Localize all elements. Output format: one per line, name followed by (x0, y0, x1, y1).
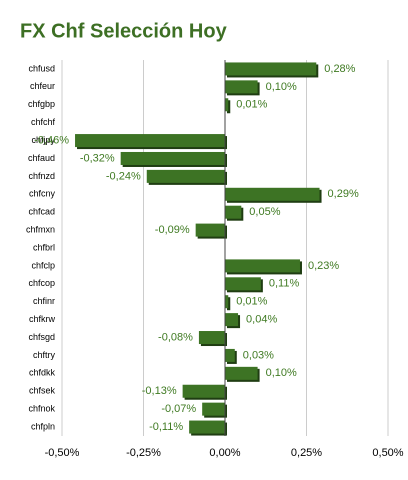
value-label: -0,46% (34, 134, 69, 146)
y-tick-label: chfdkk (29, 368, 56, 378)
y-tick-label: chfmxn (26, 224, 55, 234)
bar (146, 169, 225, 183)
bar (225, 313, 239, 327)
chart-title: FX Chf Selección Hoy (20, 20, 228, 42)
y-tick-label: chfcny (29, 189, 56, 199)
value-label: 0,11% (269, 278, 300, 290)
bar (195, 223, 225, 237)
bar (198, 331, 225, 345)
x-tick-label: -0,25% (126, 447, 161, 459)
value-label: -0,08% (158, 331, 193, 343)
value-label: 0,10% (266, 81, 297, 93)
bar (225, 80, 258, 94)
value-label: 0,04% (246, 314, 277, 326)
value-label: -0,09% (155, 224, 190, 236)
y-tick-label: chfnok (28, 404, 55, 414)
bar (225, 98, 229, 112)
bar-shadow (227, 100, 231, 114)
bar (225, 366, 258, 380)
bar (182, 384, 225, 398)
y-tick-label: chfbrl (33, 242, 55, 252)
value-label: 0,23% (308, 260, 339, 272)
y-tick-label: chfchf (31, 117, 56, 127)
x-tick-label: -0,50% (45, 447, 80, 459)
value-label: -0,11% (149, 421, 183, 433)
value-label: -0,24% (106, 170, 141, 182)
x-tick-label: 0,50% (372, 447, 403, 459)
bar (225, 62, 317, 76)
value-label: -0,07% (161, 403, 196, 415)
value-label: 0,01% (236, 99, 267, 111)
y-tick-label: chfaud (28, 153, 55, 163)
y-tick-label: chfkrw (29, 314, 56, 324)
value-label: -0,32% (80, 152, 115, 164)
value-label: 0,10% (266, 367, 297, 379)
bar (120, 151, 225, 165)
bar (225, 259, 300, 273)
bar (225, 348, 235, 362)
value-label: 0,01% (236, 296, 267, 308)
value-label: 0,05% (249, 206, 280, 218)
x-tick-label: 0,25% (291, 447, 322, 459)
x-tick-label: 0,00% (209, 447, 240, 459)
value-label: -0,13% (142, 385, 177, 397)
y-tick-label: chfcad (28, 207, 55, 217)
y-tick-label: chfsek (29, 386, 56, 396)
y-tick-label: chfsgd (28, 332, 55, 342)
y-tick-label: chfinr (33, 296, 55, 306)
y-tick-label: chfpln (31, 421, 55, 431)
y-tick-label: chfgbp (28, 99, 55, 109)
bar (189, 420, 225, 434)
value-label: 0,28% (324, 63, 355, 75)
y-tick-label: chfclp (31, 260, 55, 270)
bar-shadow (227, 297, 231, 311)
value-label: 0,03% (243, 349, 274, 361)
bar (225, 205, 242, 219)
y-tick-label: chfjpy (31, 135, 55, 145)
y-tick-label: chfeur (30, 81, 55, 91)
bar (225, 295, 229, 309)
bar (202, 402, 225, 416)
y-tick-label: chftry (33, 350, 56, 360)
bar (75, 134, 225, 148)
y-tick-label: chfnzd (28, 171, 55, 181)
value-label: 0,29% (328, 188, 359, 200)
y-tick-label: chfcop (28, 278, 55, 288)
bar (225, 187, 320, 201)
y-tick-label: chfusd (28, 63, 55, 73)
bar (225, 277, 261, 291)
